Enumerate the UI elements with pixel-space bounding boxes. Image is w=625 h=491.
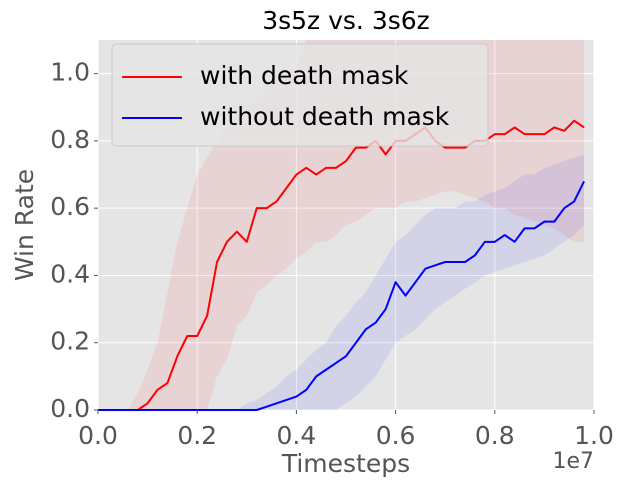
y-tick-label: 0.0 [50, 394, 90, 423]
x-tick-label: 0.4 [277, 421, 317, 450]
chart-title: 3s5z vs. 3s6z [262, 6, 430, 35]
series-line [98, 180, 585, 411]
y-tick-label: 0.8 [50, 125, 90, 154]
x-offset-label: 1e7 [552, 449, 594, 474]
legend-label: without death mask [200, 102, 450, 131]
y-tick-label: 0.2 [50, 327, 90, 356]
y-tick-label: 0.4 [50, 259, 90, 288]
confidence-band [98, 154, 585, 410]
x-tick-label: 0.2 [177, 421, 217, 450]
y-axis-label: Win Rate [10, 169, 39, 281]
legend: with death mask without death mask [111, 43, 489, 147]
legend-label: with death mask [200, 61, 409, 90]
x-tick-label: 0.6 [376, 421, 416, 450]
x-axis-label: Timesteps [281, 449, 410, 478]
ticks: 0.0 0.2 0.4 0.6 0.8 1.0 0.0 0.2 0.4 0.6 0.8 1.0 [50, 58, 614, 450]
lines [98, 119, 585, 411]
x-tick-label: 0.0 [78, 421, 118, 450]
y-tick-label: 0.6 [50, 192, 90, 221]
x-tick-label: 0.8 [475, 421, 515, 450]
x-tick-label: 1.0 [574, 421, 614, 450]
series-line [98, 119, 585, 411]
y-tick-label: 1.0 [50, 58, 90, 87]
legend-box [111, 43, 489, 147]
